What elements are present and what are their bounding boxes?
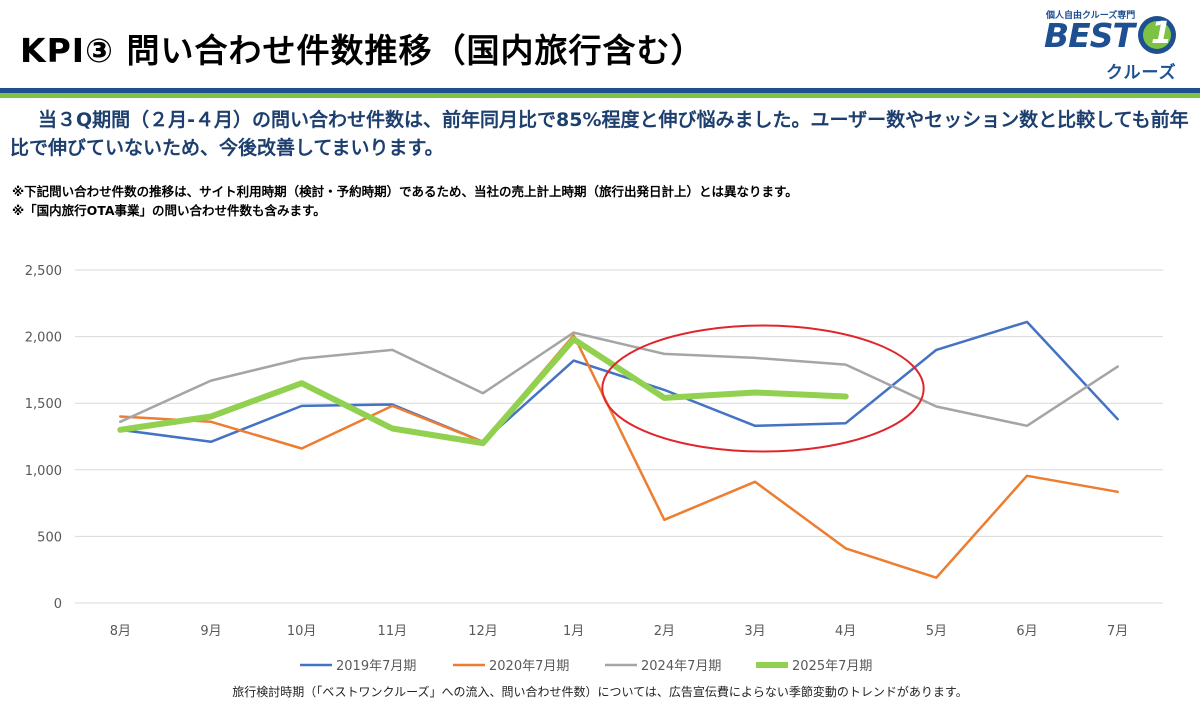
header-divider-blue bbox=[0, 88, 1200, 93]
series-line bbox=[119, 334, 1119, 579]
note-domestic-ota: ※「国内旅行OTA事業」の問い合わせ件数も含みます。 bbox=[12, 203, 326, 218]
page-title: KPI③ 問い合わせ件数推移（国内旅行含む） bbox=[20, 31, 705, 70]
x-axis-labels: 8月 9月 10月 11月 12月 1月 2月 3月 4月 5月 6月 7月 bbox=[110, 624, 1129, 639]
x-tick-label: 7月 bbox=[1107, 624, 1128, 639]
x-tick-label: 1月 bbox=[563, 624, 584, 639]
logo-numeral: 1 bbox=[1151, 16, 1172, 51]
x-tick-label: 10月 bbox=[287, 624, 317, 639]
y-tick-label: 500 bbox=[37, 530, 62, 545]
note-sales-timing: ※下記問い合わせ件数の推移は、サイト利用時期（検討・予約時期）であるため、当社の… bbox=[12, 184, 798, 199]
y-tick-label: 2,000 bbox=[25, 331, 62, 346]
brand-logo: 個人自由クルーズ専門 BEST 1 クルーズ bbox=[1040, 6, 1190, 86]
chart-legend: 2019年7月期 2020年7月期 2024年7月期 2025年7月期 bbox=[300, 659, 872, 674]
legend-label: 2024年7月期 bbox=[641, 659, 721, 674]
x-tick-label: 8月 bbox=[110, 624, 131, 639]
legend-label: 2025年7月期 bbox=[792, 659, 872, 674]
y-tick-label: 0 bbox=[54, 597, 62, 612]
y-tick-label: 2,500 bbox=[25, 264, 62, 279]
legend-label: 2019年7月期 bbox=[336, 659, 416, 674]
logo-subtitle: クルーズ bbox=[1106, 63, 1177, 83]
logo-tagline: 個人自由クルーズ専門 bbox=[1046, 11, 1136, 21]
x-tick-label: 2月 bbox=[654, 624, 675, 639]
highlight-ellipse bbox=[601, 324, 925, 453]
x-tick-label: 9月 bbox=[200, 624, 221, 639]
y-axis-labels: 0 500 1,000 1,500 2,000 2,500 bbox=[25, 264, 62, 612]
series-line bbox=[117, 336, 849, 447]
logo-circle-icon bbox=[1138, 16, 1176, 54]
inquiry-line-chart: 0 500 1,000 1,500 2,000 2,500 8月 9月 10月 11月 12月 1月… bbox=[25, 264, 1163, 674]
x-tick-label: 4月 bbox=[835, 624, 856, 639]
legend-label: 2020年7月期 bbox=[489, 659, 569, 674]
series-line bbox=[119, 331, 1119, 428]
header-divider-green bbox=[0, 93, 1200, 98]
chart-gridlines bbox=[75, 269, 1163, 604]
lead-paragraph: 当３Q期間（２月-４月）の問い合わせ件数は、前年同月比で85%程度と伸び悩みまし… bbox=[10, 109, 1189, 159]
x-tick-label: 11月 bbox=[378, 624, 408, 639]
x-tick-label: 12月 bbox=[468, 624, 498, 639]
series-line bbox=[119, 320, 1119, 444]
x-tick-label: 6月 bbox=[1016, 624, 1037, 639]
x-tick-label: 5月 bbox=[926, 624, 947, 639]
y-tick-label: 1,500 bbox=[25, 397, 62, 412]
x-tick-label: 3月 bbox=[744, 624, 765, 639]
highlight-ellipse bbox=[601, 324, 925, 453]
y-tick-label: 1,000 bbox=[25, 464, 62, 479]
seasonality-footnote: 旅行検討時期（「ベストワンクルーズ」への流入、問い合わせ件数）については、広告宣… bbox=[232, 685, 968, 699]
chart-series bbox=[117, 320, 1119, 579]
logo-wordmark: BEST bbox=[1044, 16, 1135, 55]
